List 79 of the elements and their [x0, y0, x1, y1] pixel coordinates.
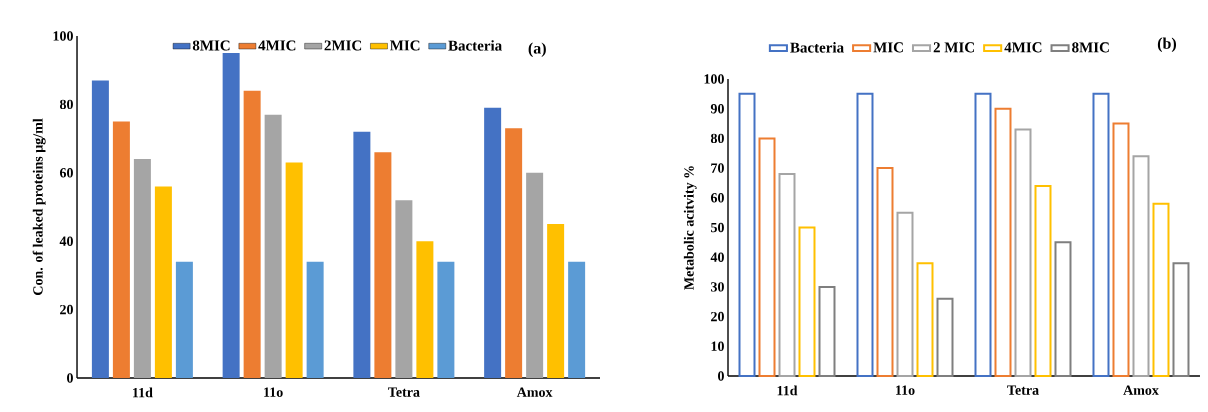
y-tick-label: 90: [710, 103, 724, 114]
y-tick-label: 60: [710, 193, 724, 203]
y-tick-label: 0: [718, 371, 724, 381]
bar: [243, 90, 261, 378]
bar: [1132, 155, 1150, 377]
text: (b): [1157, 37, 1177, 53]
legend-label: Bacteria: [790, 42, 844, 53]
x-tick-label: 11o: [264, 387, 283, 397]
bar: [974, 92, 992, 377]
y-axis-title: Con. of leaked proteins µg/ml: [32, 118, 46, 295]
legend-label: 8MIC: [1072, 42, 1109, 53]
bar: [437, 261, 455, 378]
x-tick-label: 11o: [896, 385, 915, 395]
legend-label: 4MIC: [1004, 42, 1042, 53]
bar: [1112, 122, 1130, 377]
legend-label: Bacteria: [448, 40, 502, 51]
bar: [133, 159, 151, 378]
bar: [1014, 128, 1032, 377]
bar: [285, 162, 303, 378]
bar: [175, 261, 193, 378]
bar: [395, 200, 413, 378]
bar: [264, 114, 282, 378]
bar: [568, 261, 586, 378]
bar: [374, 152, 392, 378]
bar: [798, 226, 816, 377]
bar: [526, 172, 544, 378]
y-tick-label: 70: [711, 163, 724, 173]
bar: [778, 173, 796, 377]
x-tick-label: Tetra: [1007, 385, 1039, 395]
y-tick-label: 80: [59, 99, 73, 110]
y-tick-label: 100: [704, 74, 724, 84]
bar: [818, 285, 836, 377]
bar: [484, 107, 502, 378]
y-tick-label: 80: [710, 133, 724, 144]
x-tick-label: 11d: [777, 385, 798, 396]
x-tick-label: Tetra: [388, 387, 420, 397]
bar: [91, 80, 109, 378]
y-tick-label: 10: [711, 341, 724, 352]
bar: [936, 297, 954, 377]
bar: [416, 241, 434, 378]
bar: [112, 121, 130, 378]
bar: [1034, 184, 1052, 377]
bar: [547, 224, 565, 378]
y-tick-label: 20: [60, 304, 73, 315]
bar: [758, 137, 776, 377]
bar: [896, 211, 914, 377]
y-tick-label: 40: [710, 252, 724, 262]
x-tick-label: Amox: [516, 387, 553, 397]
bar: [154, 186, 172, 378]
bar: [856, 92, 874, 377]
bar: [1092, 92, 1110, 377]
bar: [505, 128, 523, 378]
y-tick-label: 20: [711, 311, 724, 322]
y-tick-label: 0: [67, 373, 73, 383]
y-tick-label: 50: [711, 222, 724, 233]
legend-label: MIC: [389, 40, 420, 51]
bar: [306, 261, 324, 378]
x-tick-label: Amox: [1123, 385, 1159, 395]
bar: [353, 131, 371, 378]
bar: [916, 262, 934, 377]
y-tick-label: 40: [59, 236, 73, 246]
bar: [738, 92, 756, 377]
y-tick-label: 30: [711, 282, 724, 292]
y-axis-title: Metabolic acitvity %: [683, 166, 697, 290]
legend-label: 2MIC: [324, 40, 362, 51]
bar: [222, 53, 240, 378]
bar: [994, 107, 1012, 377]
legend-label: 2 MIC: [933, 42, 974, 53]
y-tick-label: 100: [53, 31, 73, 41]
bar: [1152, 202, 1170, 377]
annotation: (a): [528, 42, 546, 57]
legend-label: 8MIC: [192, 40, 230, 51]
y-tick-label: 60: [59, 168, 73, 178]
bar: [1054, 241, 1072, 377]
x-tick-label: 11d: [133, 387, 153, 398]
bar: [1172, 262, 1190, 377]
legend-label: 4MIC: [258, 40, 296, 51]
bar: [876, 167, 894, 377]
legend-label: MIC: [873, 42, 903, 53]
